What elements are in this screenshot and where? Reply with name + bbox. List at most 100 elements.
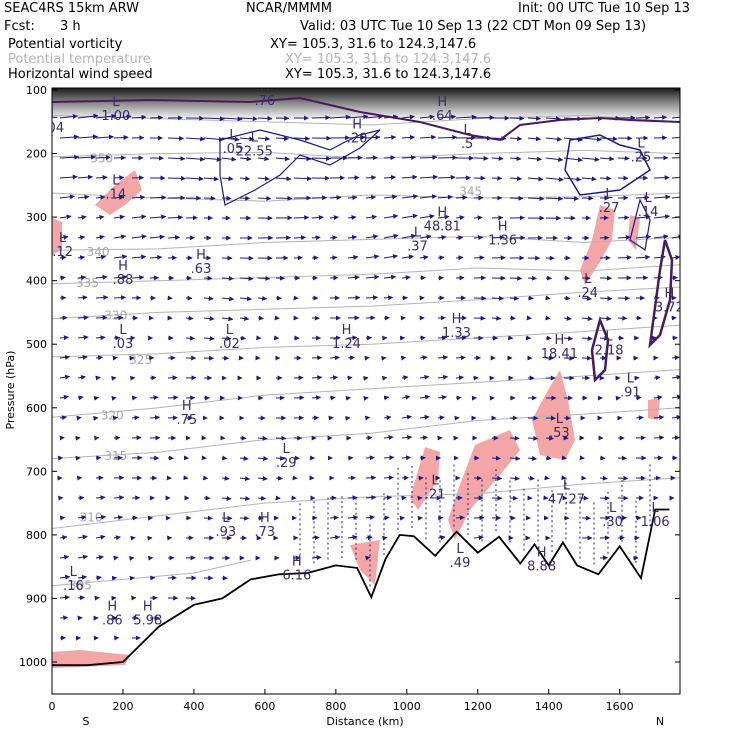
wind-vector: [401, 114, 415, 120]
wind-vector: [59, 535, 68, 541]
wind-vector: [149, 195, 167, 200]
pv-extremum-value: 1.33: [442, 326, 471, 341]
pv-shade-region-5: [410, 447, 440, 510]
wind-vector: [437, 415, 445, 421]
wind-vector: [239, 495, 251, 501]
pv-extremum-kind: L: [584, 272, 592, 287]
wind-vector: [671, 355, 680, 361]
wind-vector: [131, 254, 147, 260]
wind-vector: [509, 115, 525, 121]
y-tick-label: 700: [26, 465, 47, 478]
pv-extremum-kind: L: [609, 501, 617, 516]
fcst-value: 3 h: [60, 19, 81, 34]
wind-vector: [221, 455, 228, 461]
theta-label-315: 315: [104, 449, 127, 463]
wind-vector: [257, 275, 271, 281]
wind-vector: [221, 156, 237, 162]
wind-vector: [527, 196, 545, 202]
wind-vector: [383, 233, 399, 239]
pv-extremum-value: 8.88: [527, 559, 556, 574]
wind-vector: [347, 375, 353, 381]
wind-vector: [653, 254, 666, 260]
wind-vector: [113, 495, 125, 501]
pv-extremum-kind: L: [637, 137, 645, 152]
wind-vector: [473, 535, 484, 541]
pv-extremum-value: .05: [223, 142, 244, 157]
wind-vector: [419, 214, 435, 219]
wind-vector: [365, 455, 375, 461]
wind-vector: [491, 155, 504, 161]
wind-vector: [365, 254, 380, 260]
wind-vector: [113, 435, 121, 441]
pv-shade-region-9: [350, 540, 380, 585]
wind-vector: [383, 395, 390, 401]
x-tick-label: 1400: [535, 700, 563, 713]
wind-vector: [59, 154, 80, 160]
wind-vector: [59, 394, 69, 400]
wind-vector: [401, 213, 418, 219]
wind-vector: [419, 174, 438, 180]
wind-vector: [59, 214, 72, 220]
x-tick-label: 600: [254, 700, 275, 713]
wind-vector: [311, 215, 324, 221]
wind-vector: [383, 134, 397, 140]
wind-vector: [455, 195, 468, 201]
wind-vector: [365, 194, 377, 200]
wind-vector: [113, 295, 127, 301]
wind-vector: [653, 214, 671, 220]
wind-vector: [275, 136, 289, 142]
wind-vector: [437, 255, 445, 261]
field-xy-pv: XY= 105.3, 31.6 to 124.3,147.6: [270, 37, 477, 52]
x-tick-label: 1600: [606, 700, 634, 713]
wind-vector: [653, 194, 671, 200]
wind-vector: [383, 475, 394, 481]
wind-vector: [364, 415, 371, 421]
wind-vector: [653, 414, 665, 420]
y-tick-label: 1000: [19, 656, 47, 669]
wind-vector: [509, 455, 521, 461]
pv-extremum-kind: L: [563, 479, 571, 494]
fcst-label: Fcst:: [4, 19, 35, 34]
pv-extremum-kind: L: [463, 123, 471, 138]
pv-extrema-labels: L.04L1.00L.14L.12H.88H.63L.03L.02H.75L.2…: [52, 88, 680, 628]
wind-vector: [95, 194, 106, 200]
pv-extremum-kind: L: [605, 329, 613, 344]
wind-vector: [77, 154, 96, 160]
wind-vector: [617, 155, 630, 161]
wind-vector: [149, 214, 167, 220]
wind-vector: [329, 255, 338, 261]
wind-vector: [131, 435, 142, 441]
pv-extremum-value: .03: [113, 337, 134, 352]
wind-vector: [419, 435, 428, 441]
wind-vector: [77, 113, 99, 119]
pv-extremum-kind: H: [437, 205, 447, 220]
wind-vector: [635, 395, 642, 401]
wind-vector: [437, 194, 453, 200]
wind-vector: [671, 255, 680, 260]
wind-vector: [347, 114, 369, 120]
wind-vector: [113, 214, 125, 220]
wind-vector: [239, 176, 251, 182]
pv-extremum-kind: H: [352, 118, 362, 133]
pv-extremum-kind: H: [437, 95, 447, 110]
wind-vector: [581, 316, 593, 322]
wind-vector: [437, 214, 450, 220]
wind-vector: [221, 116, 243, 122]
wind-vector: [401, 174, 418, 180]
wind-vector: [95, 175, 108, 181]
wind-vector: [365, 234, 379, 240]
wind-vector: [671, 275, 678, 281]
pv-extremum-value: .12: [52, 245, 73, 260]
pv-contour-5: [629, 198, 651, 252]
wind-vector: [419, 154, 438, 160]
wind-vector: [671, 435, 680, 441]
wind-vector: [545, 315, 551, 321]
wind-vector: [185, 156, 206, 162]
wind-vector: [545, 136, 563, 142]
wind-vector: [527, 136, 541, 142]
wind-vector: [95, 134, 114, 140]
pv-extremum-value: .25: [631, 151, 652, 166]
wind-vector: [545, 295, 551, 301]
wind-vector: [203, 335, 215, 341]
